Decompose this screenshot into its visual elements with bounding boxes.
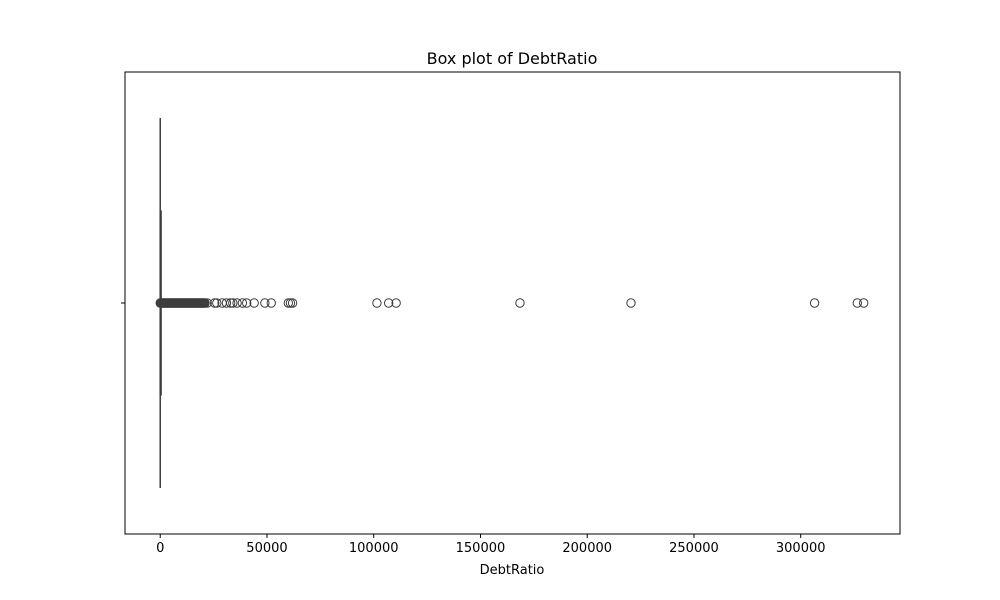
x-axis-label: DebtRatio [480,563,545,578]
x-tick-label: 0 [156,541,164,556]
outlier-point [249,298,259,308]
outlier-point [515,298,525,308]
outlier-point [232,298,242,308]
outlier-point [209,298,220,308]
outlier-point [859,298,869,308]
x-tick-label: 300000 [776,541,826,556]
outlier-point [809,298,820,308]
outlier-point [241,298,252,308]
outlier-point [228,298,238,308]
outlier-point [200,298,210,308]
outlier-point [391,298,401,308]
outlier-point [372,298,382,308]
chart-title: Box plot of DebtRatio [427,49,598,68]
x-axis: 0 50000 100000 150000 200000 250000 300000 [156,534,826,556]
outlier-point [266,298,276,308]
x-tick-label: 50000 [246,541,287,556]
outlier-point [852,298,863,308]
outlier-point [287,298,298,308]
outlier-point [383,298,394,308]
outlier-point [283,298,294,308]
outlier-points [155,298,869,308]
outlier-point [260,298,270,308]
outlier-point [237,298,248,308]
outlier-point [285,298,296,308]
x-tick-label: 150000 [456,541,506,556]
outlier-point [221,298,232,308]
outlier-point [225,298,236,308]
x-tick-label: 200000 [562,541,612,556]
x-tick-label: 250000 [669,541,719,556]
x-tick-label: 100000 [349,541,399,556]
outlier-point [212,298,222,308]
outlier-point [202,298,212,308]
outlier-point [626,298,636,308]
